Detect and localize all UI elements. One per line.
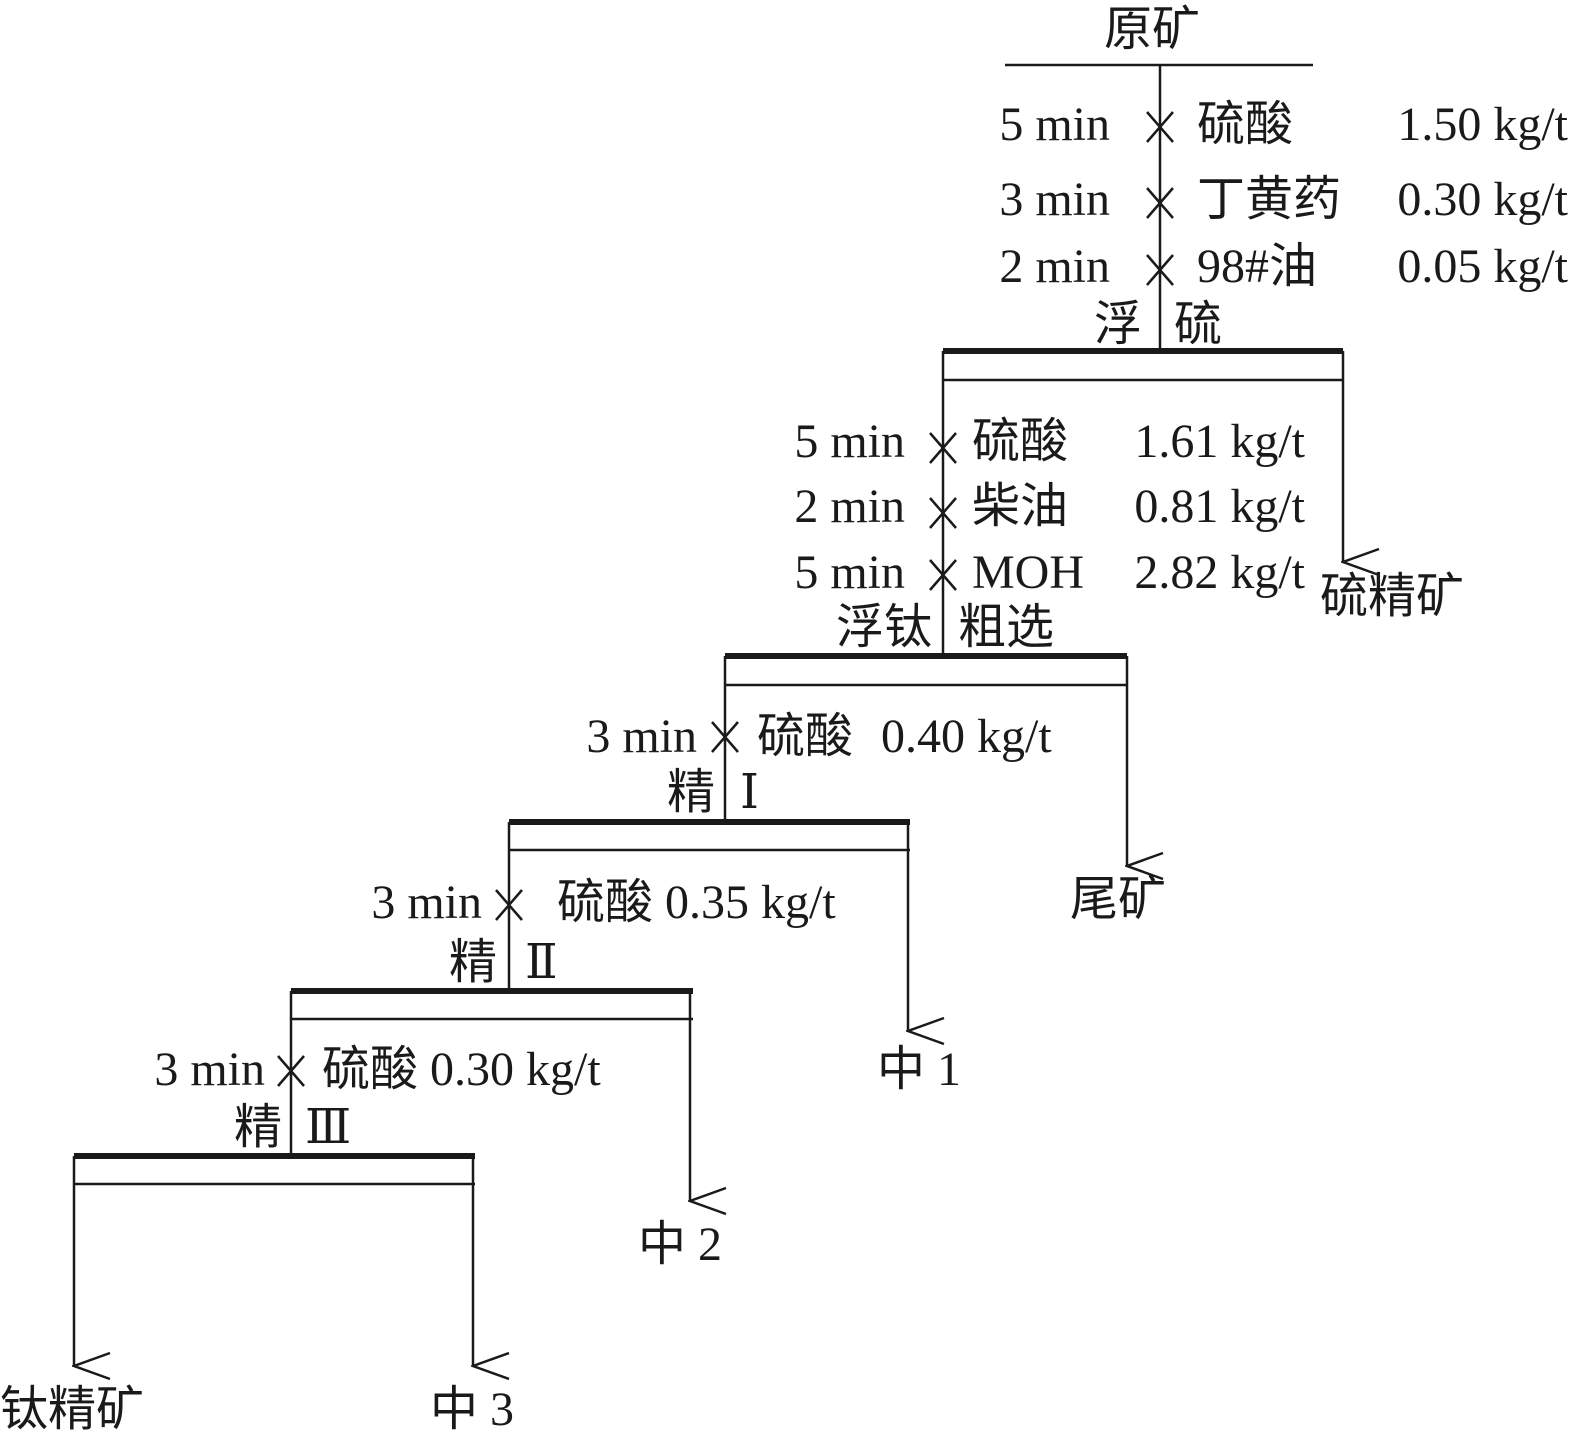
reagent-dose: 0.05 kg/t — [1397, 240, 1568, 293]
stage-name-left: 浮钛 — [836, 601, 932, 654]
reagent-dose: 0.40 kg/t — [881, 710, 1052, 763]
reagent-time: 2 min — [999, 240, 1110, 293]
feed-label: 原矿 — [1104, 3, 1200, 56]
reagent-dose: 0.30 kg/t — [1397, 173, 1568, 226]
reagent-time: 5 min — [999, 98, 1110, 151]
reagent-name: MOH — [972, 546, 1084, 599]
reagent-addition-cross-icon — [1146, 254, 1174, 286]
reagent-dose: 0.30 kg/t — [430, 1043, 601, 1096]
reagent-name: 柴油 — [972, 480, 1068, 533]
reagent-addition-cross-icon — [929, 497, 957, 529]
output-label: 中 3 — [430, 1383, 514, 1436]
stage-titanium-rougher: 5 min 硫酸 1.61 kg/t 2 min 柴油 0.81 kg/t 5 … — [725, 351, 1306, 926]
reagent-time: 3 min — [371, 876, 482, 929]
stage-name-right: 粗选 — [958, 601, 1054, 654]
stage-name-right: Ⅲ — [305, 1101, 351, 1154]
stage-name-right: Ⅱ — [525, 936, 558, 989]
reagent-name-dose: 硫酸 0.40 kg/t — [757, 710, 1052, 763]
output-label: 钛精矿 — [0, 1383, 144, 1436]
stage-cleaner-3: 3 min 硫酸 0.30 kg/t 精 Ⅲ 钛精矿 中 3 — [0, 991, 601, 1436]
reagent-time: 3 min — [154, 1043, 265, 1096]
stage-name-right: 硫 — [1174, 298, 1222, 351]
output-label: 中 1 — [877, 1043, 961, 1096]
reagent-time: 2 min — [794, 480, 905, 533]
stage-name-right: Ⅰ — [740, 766, 759, 819]
reagent-name: 硫酸 — [972, 415, 1068, 468]
reagent-name: 硫酸 — [1197, 98, 1293, 151]
output-label: 硫精矿 — [1320, 570, 1464, 623]
reagent-addition-cross-icon — [929, 432, 957, 464]
reagent-addition-cross-icon — [1146, 187, 1174, 219]
reagent-addition-cross-icon — [711, 721, 739, 753]
reagent-dose: 0.35 kg/t — [665, 876, 836, 929]
reagent-name: 硫酸 — [757, 710, 853, 763]
output-label: 中 2 — [638, 1218, 722, 1271]
reagent-dose: 2.82 kg/t — [1134, 546, 1305, 599]
reagent-name: 98#油 — [1197, 240, 1317, 293]
stage-name-left: 精 — [449, 936, 497, 989]
reagent-addition-cross-icon — [1146, 111, 1174, 143]
stage-cleaner-2: 3 min 硫酸 0.35 kg/t 精 Ⅱ 中 2 — [291, 822, 836, 1271]
reagent-addition-cross-icon — [495, 889, 523, 921]
output-label: 尾矿 — [1070, 873, 1166, 926]
reagent-dose: 0.81 kg/t — [1134, 480, 1305, 533]
reagent-time: 5 min — [794, 415, 905, 468]
stage-name-left: 浮 — [1094, 298, 1142, 351]
reagent-time: 3 min — [999, 173, 1110, 226]
reagent-name-dose: 硫酸 0.30 kg/t — [322, 1043, 601, 1096]
reagent-addition-cross-icon — [277, 1055, 305, 1087]
reagent-name-dose: 硫酸 0.35 kg/t — [557, 876, 836, 929]
reagent-name: 硫酸 — [322, 1043, 418, 1096]
stage-name-left: 精 — [234, 1101, 282, 1154]
reagent-time: 5 min — [794, 546, 905, 599]
reagent-time: 3 min — [586, 710, 697, 763]
reagent-name: 丁黄药 — [1197, 173, 1341, 226]
reagent-dose: 1.61 kg/t — [1134, 415, 1305, 468]
stage-sulfur-flotation: 5 min 硫酸 1.50 kg/t 3 min 丁黄药 0.30 kg/t 2… — [943, 98, 1569, 623]
reagent-addition-cross-icon — [929, 559, 957, 591]
reagent-dose: 1.50 kg/t — [1397, 98, 1568, 151]
stage-cleaner-1: 3 min 硫酸 0.40 kg/t 精 Ⅰ 中 1 — [509, 656, 1052, 1096]
reagent-name: 硫酸 — [557, 876, 653, 929]
stage-name-left: 精 — [667, 766, 715, 819]
